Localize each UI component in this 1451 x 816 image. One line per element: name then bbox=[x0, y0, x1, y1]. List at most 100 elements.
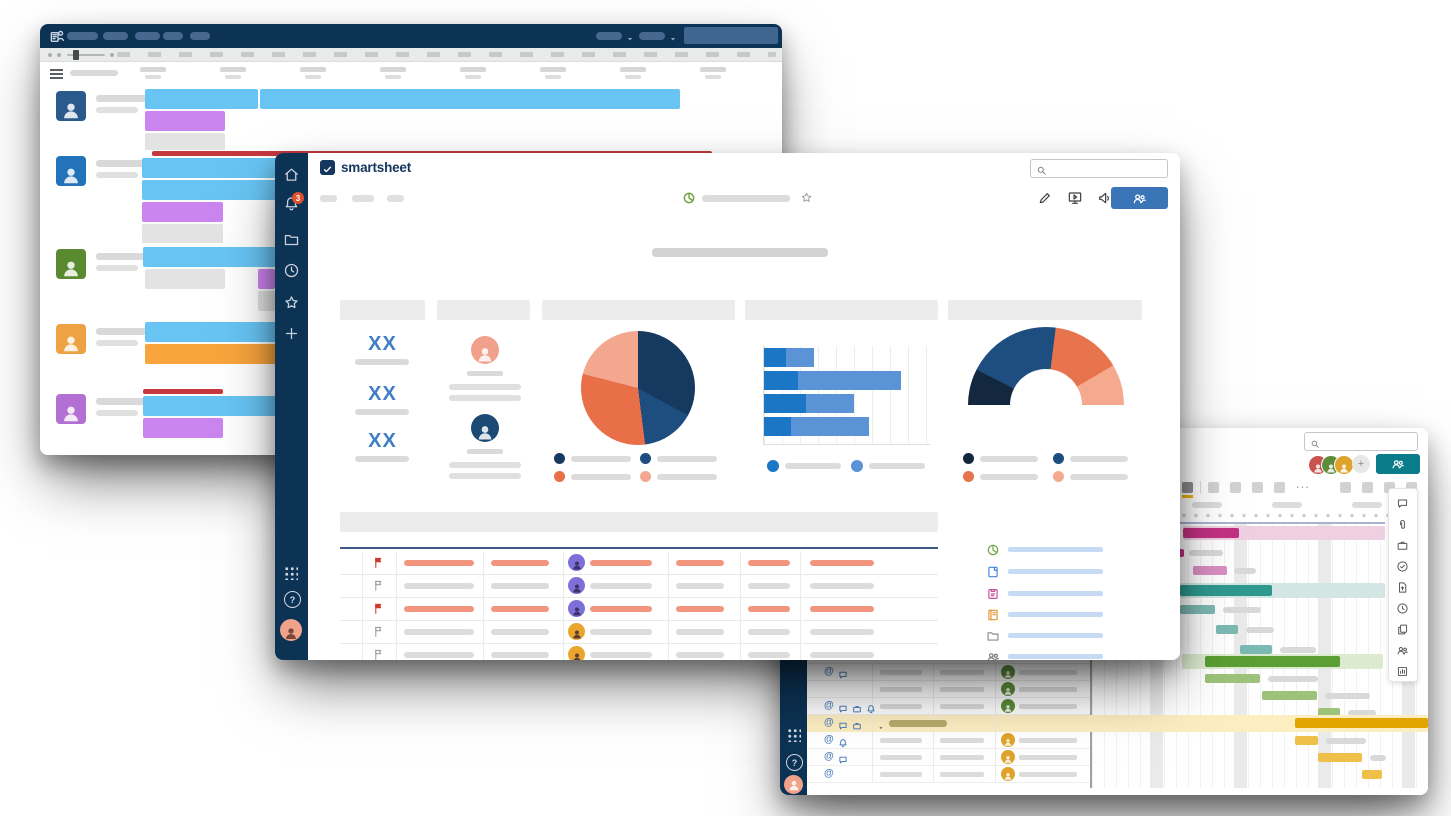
zoom-dot[interactable] bbox=[57, 53, 61, 57]
sheet-icon[interactable] bbox=[986, 565, 1000, 579]
sheet-row[interactable] bbox=[807, 681, 1090, 698]
gantt-task-bar[interactable] bbox=[1295, 718, 1428, 728]
more-options-icon[interactable]: ... bbox=[1296, 476, 1310, 491]
report-table-row[interactable] bbox=[340, 551, 938, 575]
gantt-task-bar[interactable] bbox=[1240, 645, 1272, 654]
assignee-avatar[interactable] bbox=[568, 646, 585, 660]
create-plus-icon[interactable] bbox=[283, 325, 300, 342]
search-input[interactable] bbox=[1304, 432, 1418, 451]
help-icon[interactable]: ? bbox=[284, 591, 301, 608]
report-table-row[interactable] bbox=[340, 574, 938, 598]
comments-icon[interactable] bbox=[1396, 497, 1409, 510]
favorites-star-icon[interactable] bbox=[283, 294, 300, 311]
sheet-row[interactable]: @ bbox=[807, 732, 1090, 749]
pie-chart[interactable] bbox=[581, 331, 695, 445]
flag-icon[interactable] bbox=[372, 625, 385, 638]
publish-icon[interactable] bbox=[1396, 581, 1409, 594]
active-view-icon[interactable] bbox=[1182, 482, 1193, 493]
toolbar-icon[interactable] bbox=[1362, 482, 1373, 493]
assignment-bar[interactable] bbox=[145, 269, 225, 289]
share-button[interactable] bbox=[1111, 187, 1168, 209]
gantt-task-bar[interactable] bbox=[1318, 753, 1362, 762]
flag-icon[interactable] bbox=[372, 579, 385, 592]
zoom-slider-handle[interactable] bbox=[73, 50, 79, 60]
gantt-task-bar[interactable] bbox=[1295, 736, 1318, 745]
resource-app-icon[interactable] bbox=[49, 28, 65, 44]
nav-item[interactable] bbox=[103, 32, 128, 40]
breadcrumb-pill[interactable] bbox=[320, 195, 337, 202]
briefcase-indicator-icon[interactable] bbox=[852, 718, 862, 730]
assignee-avatar[interactable] bbox=[1001, 665, 1015, 679]
copies-icon[interactable] bbox=[1396, 623, 1409, 636]
shortcut-link-placeholder[interactable] bbox=[1008, 591, 1103, 596]
gantt-task-bar[interactable] bbox=[1318, 708, 1340, 717]
report-table-row[interactable] bbox=[340, 620, 938, 644]
recents-clock-icon[interactable] bbox=[283, 262, 300, 279]
bar-segment-series2[interactable] bbox=[786, 348, 814, 367]
report-table-row[interactable] bbox=[340, 597, 938, 621]
assignment-bar[interactable] bbox=[142, 224, 223, 244]
assignee-avatar[interactable] bbox=[568, 623, 585, 640]
group-dropdown[interactable] bbox=[639, 32, 665, 40]
zoom-slider-track[interactable] bbox=[67, 54, 105, 56]
bar-segment-series1[interactable] bbox=[764, 394, 806, 413]
app-launcher-grid-icon[interactable] bbox=[284, 566, 298, 580]
assignee-avatar[interactable] bbox=[1001, 699, 1015, 713]
overallocation-bar[interactable] bbox=[143, 389, 223, 394]
announce-megaphone-icon[interactable] bbox=[1097, 190, 1113, 206]
shortcut-link-placeholder[interactable] bbox=[1008, 633, 1103, 638]
sheet-row[interactable]: @ bbox=[807, 698, 1090, 715]
breadcrumb-pill[interactable] bbox=[387, 195, 404, 202]
header-search-box[interactable] bbox=[684, 27, 778, 44]
flag-icon[interactable] bbox=[372, 556, 385, 569]
expand-caret-icon[interactable] bbox=[877, 719, 885, 730]
at-mention-icon[interactable]: @ bbox=[824, 734, 834, 745]
edit-pencil-icon[interactable] bbox=[1037, 190, 1053, 206]
at-mention-icon[interactable]: @ bbox=[824, 666, 834, 677]
bar-segment-series2[interactable] bbox=[798, 371, 901, 390]
home-icon[interactable] bbox=[283, 166, 300, 183]
zoom-out-dot[interactable] bbox=[48, 53, 52, 57]
proofs-check-icon[interactable] bbox=[1396, 560, 1409, 573]
nav-item[interactable] bbox=[163, 32, 183, 40]
breadcrumb-pill[interactable] bbox=[352, 195, 374, 202]
gantt-task-bar[interactable] bbox=[1205, 656, 1340, 667]
team-member-avatar[interactable] bbox=[471, 414, 499, 442]
filter-dropdown[interactable] bbox=[596, 32, 622, 40]
workspace-people-icon[interactable] bbox=[986, 650, 1000, 660]
team-member-avatar[interactable] bbox=[471, 336, 499, 364]
report-table-row[interactable] bbox=[340, 643, 938, 660]
toolbar-icon[interactable] bbox=[1230, 482, 1241, 493]
shortcut-link-placeholder[interactable] bbox=[1008, 569, 1103, 574]
comment-indicator-icon[interactable] bbox=[838, 752, 848, 764]
assignee-avatar[interactable] bbox=[568, 600, 585, 617]
sheet-row[interactable]: @ bbox=[807, 749, 1090, 766]
shortcut-link-placeholder[interactable] bbox=[1008, 547, 1103, 552]
resource-avatar[interactable] bbox=[56, 249, 86, 279]
sheet-row[interactable]: @ bbox=[807, 715, 1090, 732]
flag-icon[interactable] bbox=[372, 648, 385, 660]
shortcut-link-placeholder[interactable] bbox=[1008, 654, 1103, 659]
app-launcher-grid-icon[interactable] bbox=[787, 728, 801, 742]
resource-avatar[interactable] bbox=[56, 91, 86, 121]
share-button[interactable] bbox=[1376, 454, 1420, 474]
nav-item[interactable] bbox=[135, 32, 160, 40]
gantt-task-bar[interactable] bbox=[1180, 605, 1215, 614]
briefcase-indicator-icon[interactable] bbox=[852, 701, 862, 713]
assignment-bar[interactable] bbox=[145, 133, 225, 153]
gantt-task-bar[interactable] bbox=[1205, 674, 1260, 683]
nav-item[interactable] bbox=[67, 32, 98, 40]
gantt-task-bar[interactable] bbox=[1262, 691, 1317, 700]
comment-indicator-icon[interactable] bbox=[838, 667, 848, 679]
bell-indicator-icon[interactable] bbox=[838, 735, 848, 748]
folder-icon[interactable] bbox=[986, 629, 1000, 643]
gantt-task-bar[interactable] bbox=[1180, 585, 1272, 596]
toolbar-icon[interactable] bbox=[1340, 482, 1351, 493]
assignee-avatar[interactable] bbox=[1001, 733, 1015, 747]
dashboard-icon[interactable] bbox=[986, 543, 1000, 557]
assignment-bar[interactable] bbox=[258, 291, 275, 311]
attachments-icon[interactable] bbox=[1396, 518, 1409, 531]
assignment-bar[interactable] bbox=[142, 202, 223, 222]
toolbar-icon[interactable] bbox=[1208, 482, 1219, 493]
gauge-chart[interactable] bbox=[968, 327, 1124, 405]
